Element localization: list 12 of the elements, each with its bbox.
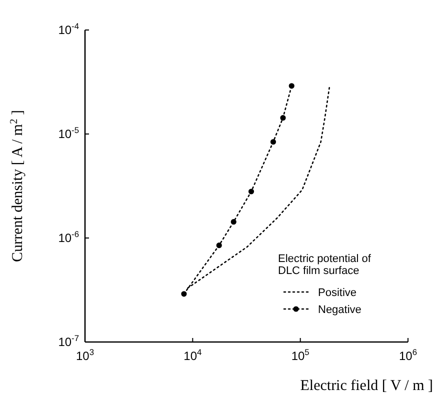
- y-tick-label: 10$^{-5}$: [58, 125, 80, 141]
- legend-title: Electric potential of DLC film surface: [278, 253, 372, 277]
- legend-label: Negative: [318, 304, 362, 316]
- y-tick-label: 10$^{-4}$: [58, 21, 80, 37]
- y-tick-label: 10$^{-6}$: [58, 229, 80, 245]
- x-tick-label: 10$^{3}$: [76, 347, 94, 363]
- x-tick-label: 10$^{5}$: [291, 347, 310, 363]
- x-tick-label: 10$^{6}$: [398, 347, 418, 363]
- legend-label: Positive: [318, 287, 357, 299]
- y-tick-label: 10$^{-7}$: [58, 333, 80, 349]
- x-tick-label: 10$^{4}$: [184, 347, 202, 363]
- x-axis-title: Electric field [ V / m ]: [300, 378, 433, 394]
